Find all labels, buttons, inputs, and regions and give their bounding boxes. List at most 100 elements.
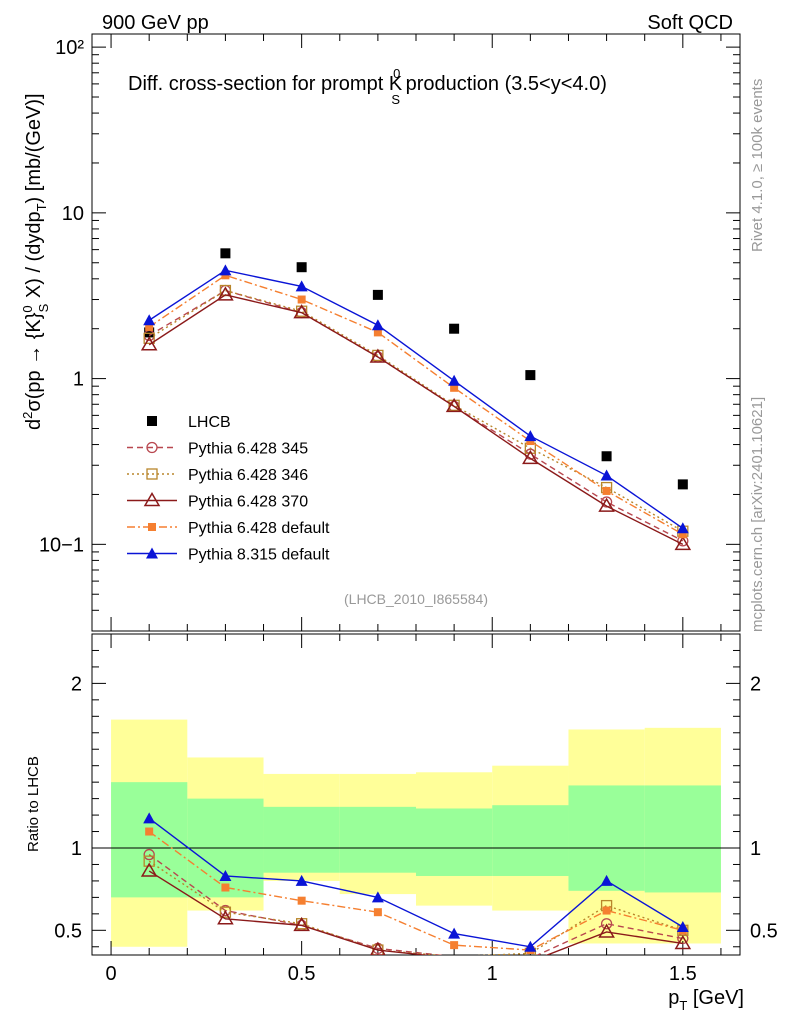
legend-label-p346: Pythia 6.428 346 (188, 467, 308, 484)
p370-point-ratio (598, 923, 615, 938)
p8def-point-ratio (219, 869, 232, 881)
p346-point-main (143, 332, 155, 344)
main-frame (91, 33, 741, 632)
p346-point-ratio (143, 855, 155, 867)
legend-marker-p8def (146, 547, 158, 559)
band-inner-3 (339, 806, 416, 873)
header-left: 900 GeV pp (102, 12, 209, 34)
x-axis-label: pT [GeV] (668, 987, 744, 1013)
p370-point-main (369, 348, 387, 363)
side-label-top: Rivet 4.1.0, ≥ 100k events (749, 79, 766, 252)
p8def-point-main (295, 280, 308, 292)
p345-point-ratio (600, 918, 613, 930)
y-tick-label-ratio-right: 1 (750, 838, 761, 860)
p8def-point-main (448, 374, 461, 386)
title-main: Diff. cross-section for prompt K (128, 73, 403, 95)
x-tick-label: 0.5 (288, 963, 316, 985)
legend-marker-p345 (146, 441, 158, 454)
p6def-point-main (297, 295, 306, 304)
band-inner-4 (416, 808, 493, 876)
y-tick-label-ratio-right: 0.5 (750, 920, 778, 942)
title-sup: 0 (393, 66, 400, 81)
p370-point-main (445, 397, 463, 413)
legend-label-p370: Pythia 6.428 370 (188, 494, 308, 511)
p345-line-ratio (148, 854, 683, 955)
analysis-label: (LHCB_2010_I865584) (344, 591, 488, 607)
lhcb-point (296, 262, 307, 273)
band-inner-0 (111, 782, 188, 898)
p6def-point-main (602, 486, 611, 495)
p8def-point-main (371, 319, 384, 331)
band-inner-5 (492, 805, 569, 876)
y-tick-label-ratio-left: 0.5 (54, 920, 82, 942)
p8def-line-ratio (148, 817, 684, 948)
p6def-point-main (450, 383, 459, 392)
p6def-line-ratio (148, 830, 683, 951)
p6def-point-ratio (450, 941, 459, 950)
p8def-point-main (676, 522, 689, 534)
legend-marker-p346 (146, 468, 158, 480)
p370-point-ratio (293, 916, 310, 932)
tick-labels: 0 0.5 1 1.5 10−1 1 10 10² 0.5 0.5 1 1 2 2 (39, 37, 778, 985)
lhcb-point (449, 323, 460, 334)
x-tick-label: 1 (487, 963, 498, 985)
legend-marker-p370 (143, 492, 161, 507)
legend: LHCB Pythia 6.428 345 Pythia 6.428 346 Pyth… (127, 414, 330, 564)
ratio-uncertainty-bands (111, 719, 721, 947)
p370-line-ratio (148, 870, 683, 955)
p370-point-main (140, 336, 158, 351)
y-tick-label-main: 10 (62, 203, 84, 225)
p370-point-ratio (674, 934, 692, 950)
side-label-bottom: mcplots.cern.ch [arXiv:2401.10621] (749, 397, 766, 632)
p345-point-ratio (143, 848, 155, 861)
p8def-point-main (600, 469, 613, 481)
data-marks (140, 248, 692, 955)
p8def-point-ratio (295, 874, 308, 886)
band-inner-2 (263, 806, 340, 873)
lhcb-point (525, 370, 536, 381)
y-tick-label-ratio-right: 2 (750, 673, 761, 695)
title-suffix: production (3.5<y<4.0) (400, 73, 607, 95)
legend-label-p345: Pythia 6.428 345 (188, 441, 308, 458)
lhcb-point (220, 248, 231, 259)
p370-point-main (598, 497, 615, 512)
p6def-point-main (145, 322, 154, 331)
p6def-point-ratio (602, 906, 611, 915)
p8def-point-ratio (371, 891, 384, 903)
y-tick-label-ratio-left: 1 (71, 838, 82, 860)
band-inner-7 (644, 785, 721, 893)
chart-title: Diff. cross-section for prompt K0 S produ… (128, 66, 607, 107)
legend-marker-p6def (148, 523, 156, 531)
x-tick-label: 0 (105, 963, 116, 985)
p8def-point-ratio (600, 874, 613, 886)
x-tick-label: 1.5 (669, 963, 697, 985)
p370-point-main (217, 286, 234, 301)
header-right: Soft QCD (647, 12, 733, 34)
p6def-point-ratio (297, 896, 306, 905)
p8def-point-ratio (448, 927, 461, 939)
p370-point-main (522, 449, 539, 465)
p6def-point-ratio (221, 883, 230, 892)
y-axis-label-ratio: Ratio to LHCB (25, 756, 42, 852)
p370-point-ratio (217, 910, 234, 925)
p8def-point-ratio (524, 940, 537, 952)
p8def-point-ratio (143, 812, 156, 824)
p8def-point-main (524, 430, 537, 442)
title-sub: S (391, 92, 400, 107)
legend-marker-lhcb (147, 416, 157, 426)
p370-point-main (674, 535, 692, 551)
band-inner-6 (568, 785, 645, 891)
lhcb-point (601, 451, 612, 462)
p370-line-main (148, 294, 684, 545)
p8def-line-main (148, 269, 684, 529)
p8def-point-main (219, 264, 232, 276)
p8def-point-ratio (676, 921, 689, 933)
p370-point-ratio (140, 862, 158, 877)
y-tick-label-main: 1 (73, 369, 84, 391)
p6def-point-ratio (145, 827, 154, 836)
p6def-point-main (373, 328, 382, 337)
p6def-point-ratio (373, 908, 382, 917)
p6def-point-main (678, 530, 687, 539)
lhcb-point (144, 327, 155, 338)
lhcb-point (372, 289, 383, 300)
